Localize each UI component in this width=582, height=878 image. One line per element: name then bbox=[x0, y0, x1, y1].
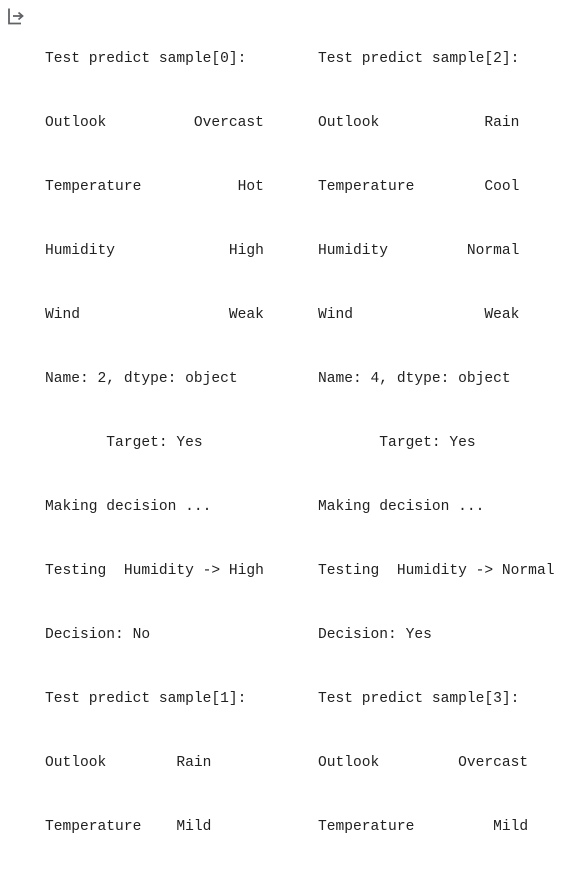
output-line: Outlook Overcast bbox=[318, 755, 529, 772]
output-column-right: Test predict sample[2]: Outlook Rain Tem… bbox=[318, 6, 554, 878]
output-line: Test predict sample[0]: bbox=[45, 50, 247, 67]
output-line: Temperature Mild bbox=[318, 819, 529, 836]
output-column-left: Test predict sample[0]: Outlook Overcast… bbox=[45, 6, 264, 878]
output-line: Temperature Mild bbox=[45, 819, 212, 836]
output-line: Humidity Normal bbox=[318, 242, 520, 259]
output-line: Wind Weak bbox=[45, 306, 264, 323]
output-line: Testing Humidity -> Normal bbox=[318, 562, 555, 579]
output-line: Temperature Hot bbox=[45, 178, 264, 195]
output-line: Humidity High bbox=[45, 242, 264, 259]
output-line: Test predict sample[2]: bbox=[318, 50, 520, 67]
output-line: Temperature Cool bbox=[318, 178, 520, 195]
output-line: Outlook Rain bbox=[318, 114, 520, 131]
output-line: Outlook Overcast bbox=[45, 114, 264, 131]
output-line: Target: Yes bbox=[45, 434, 203, 451]
output-line: Outlook Rain bbox=[45, 755, 212, 772]
output-line: Making decision ... bbox=[45, 498, 212, 515]
output-line: Decision: No bbox=[45, 626, 151, 643]
output-line: Test predict sample[1]: bbox=[45, 691, 247, 707]
output-line: Wind Weak bbox=[318, 306, 520, 323]
output-line: Target: Yes bbox=[318, 434, 476, 451]
output-redirect-icon bbox=[8, 8, 24, 25]
output-line: Testing Humidity -> High bbox=[45, 562, 264, 579]
output-line: Making decision ... bbox=[318, 498, 485, 515]
output-line: Decision: Yes bbox=[318, 626, 432, 643]
output-line: Name: 4, dtype: object bbox=[318, 370, 511, 387]
output-line: Name: 2, dtype: object bbox=[45, 370, 238, 387]
output-line: Test predict sample[3]: bbox=[318, 691, 520, 707]
